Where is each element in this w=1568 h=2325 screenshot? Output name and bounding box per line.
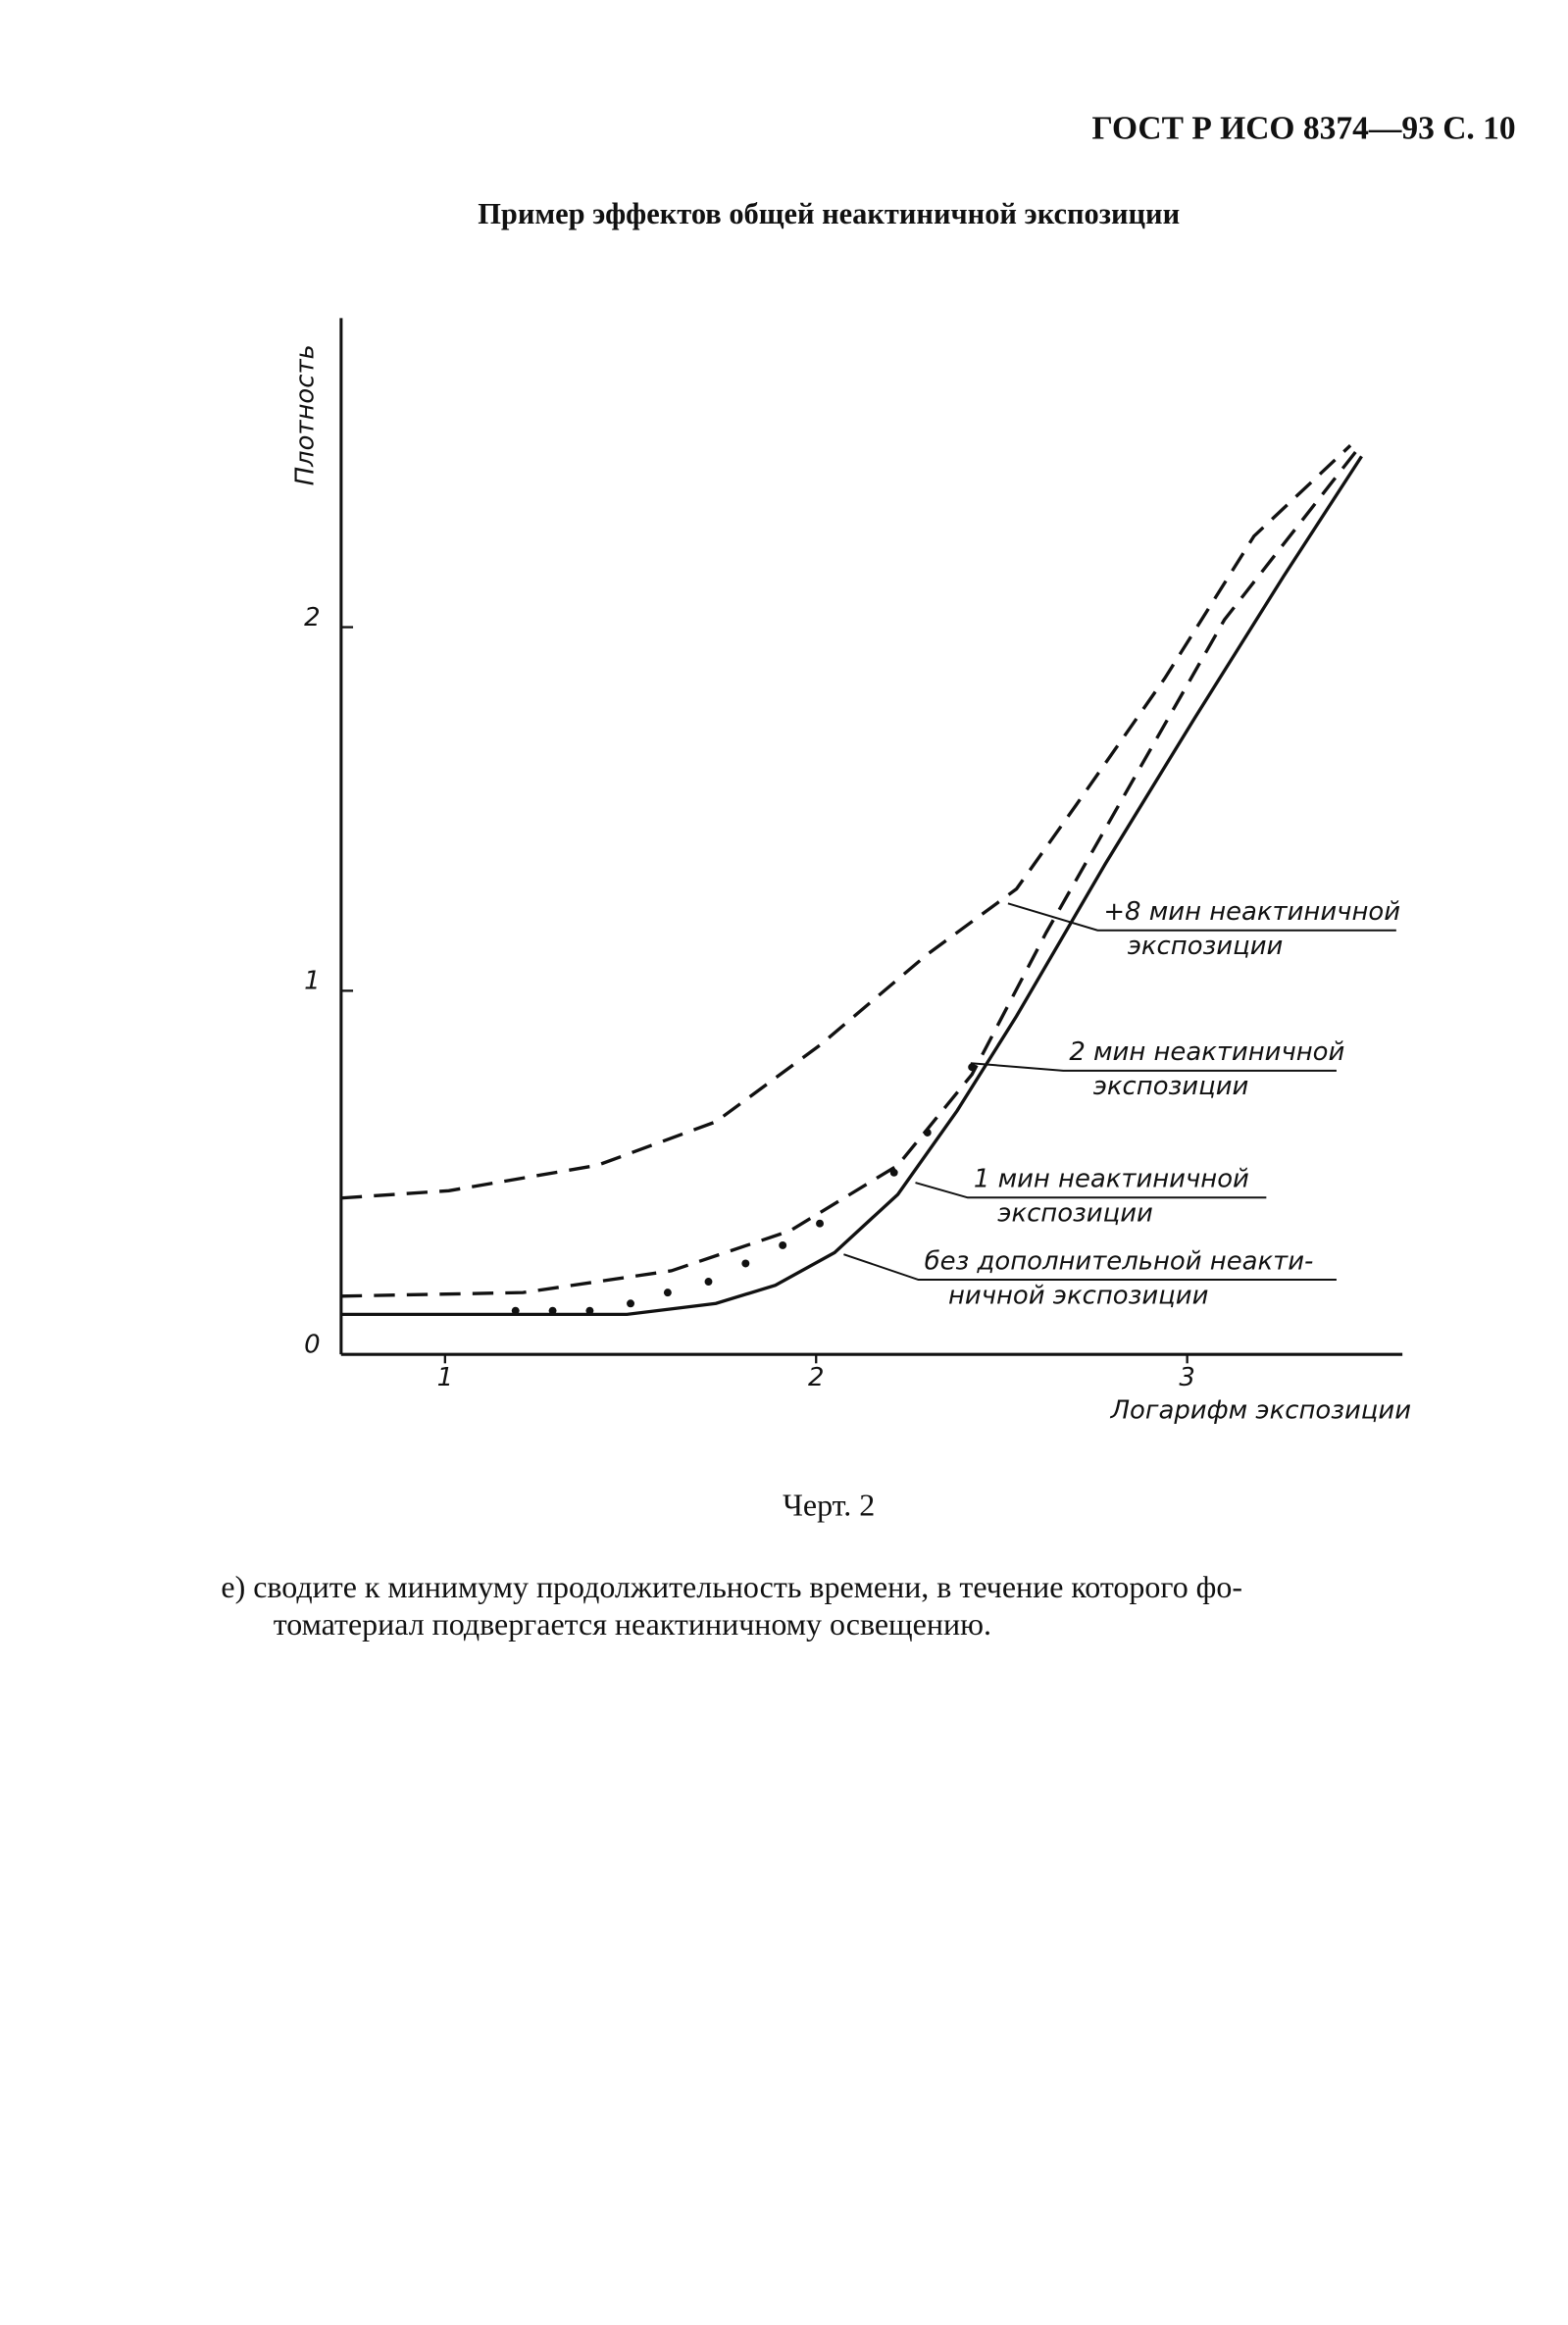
data-point <box>923 1129 932 1137</box>
annotation: без дополнительной неакти- <box>925 1246 1314 1276</box>
paragraph-line: томатериал подвергается неактиничному ос… <box>274 1607 991 1642</box>
annotation: 2 мин неактиничной <box>1069 1037 1344 1067</box>
annotation: экспозиции <box>1128 932 1284 961</box>
data-point <box>741 1259 750 1268</box>
x-axis-label: Логарифм экспозиции <box>1110 1396 1411 1426</box>
curve <box>340 447 1360 1298</box>
data-point <box>816 1219 824 1228</box>
leader-line <box>1007 902 1396 932</box>
page-header: ГОСТ Р ИСО 8374—93 С. 10 <box>1091 111 1515 147</box>
y-tick-label: 0 <box>304 1331 320 1360</box>
curve <box>340 455 1363 1317</box>
leader-line <box>970 1062 1337 1072</box>
data-point <box>704 1278 713 1286</box>
y-tick-label: 1 <box>304 967 320 996</box>
figure-title: Пример эффектов общей неактиничной экспо… <box>478 197 1180 230</box>
x-tick-label: 2 <box>808 1363 824 1392</box>
y-axis-label: Плотность <box>291 344 321 485</box>
data-point <box>968 1063 977 1072</box>
annotation: ничной экспозиции <box>948 1281 1208 1310</box>
data-point <box>889 1168 898 1177</box>
figure-caption: Черт. 2 <box>783 1488 875 1522</box>
annotation: +8 мин неактиничной <box>1103 897 1400 927</box>
annotation: экспозиции <box>1093 1072 1249 1101</box>
data-point <box>779 1240 787 1249</box>
data-point <box>585 1306 594 1315</box>
annotation: 1 мин неактиничной <box>974 1165 1249 1194</box>
annotation: экспозиции <box>997 1199 1153 1229</box>
x-tick-label: 1 <box>437 1363 453 1392</box>
leader-line <box>843 1253 1337 1282</box>
leader-line <box>915 1182 1267 1199</box>
curve <box>340 444 1352 1200</box>
x-tick-label: 3 <box>1179 1363 1194 1392</box>
paragraph-line: е) сводите к минимуму продолжительность … <box>221 1570 1242 1604</box>
data-point <box>663 1289 672 1297</box>
data-point <box>548 1306 557 1315</box>
data-point <box>627 1299 634 1308</box>
data-point <box>511 1306 520 1315</box>
y-tick-label: 2 <box>304 603 320 632</box>
